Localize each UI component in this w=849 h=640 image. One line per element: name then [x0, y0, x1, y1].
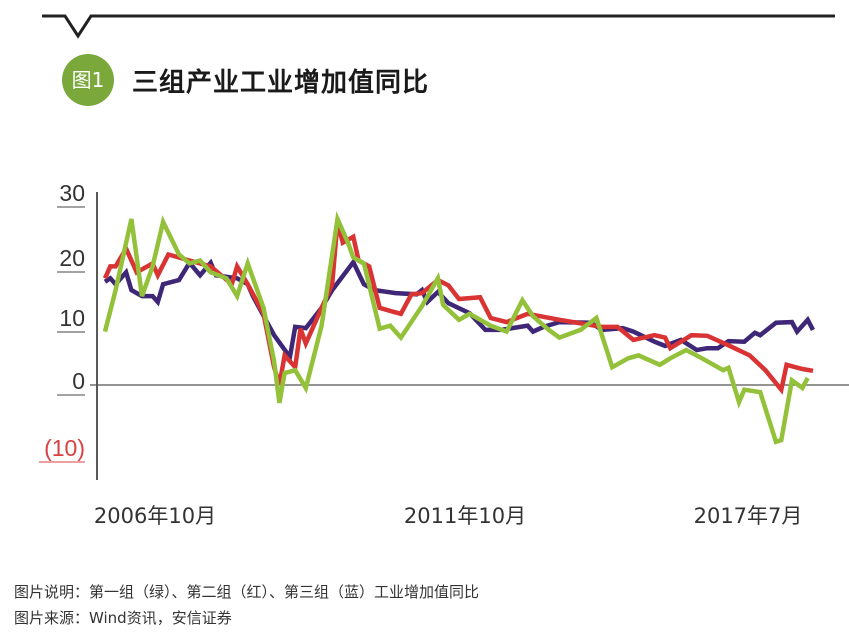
figure-source: 图片来源：Wind资讯，安信证券	[14, 609, 232, 627]
y-tick-label: 0	[72, 368, 85, 394]
y-tick-label: 20	[59, 245, 85, 271]
y-tick-label: 30	[59, 180, 85, 206]
series-line-2	[102, 211, 810, 445]
figure-badge: 图1	[62, 54, 114, 106]
header-rule	[42, 14, 835, 39]
x-tick-label: 2017年7月	[693, 504, 803, 528]
y-tick-label: 10	[59, 305, 85, 331]
x-tick-label: 2011年10月	[403, 504, 527, 528]
chart-title: 三组产业工业增加值同比	[132, 68, 430, 98]
series-line-0	[103, 257, 815, 363]
y-tick-label: (10)	[44, 435, 85, 461]
figure-caption: 图片说明：第一组（绿）、第二组（红）、第三组（蓝）工业增加值同比	[14, 583, 480, 601]
x-tick-label: 2006年10月	[93, 504, 217, 528]
